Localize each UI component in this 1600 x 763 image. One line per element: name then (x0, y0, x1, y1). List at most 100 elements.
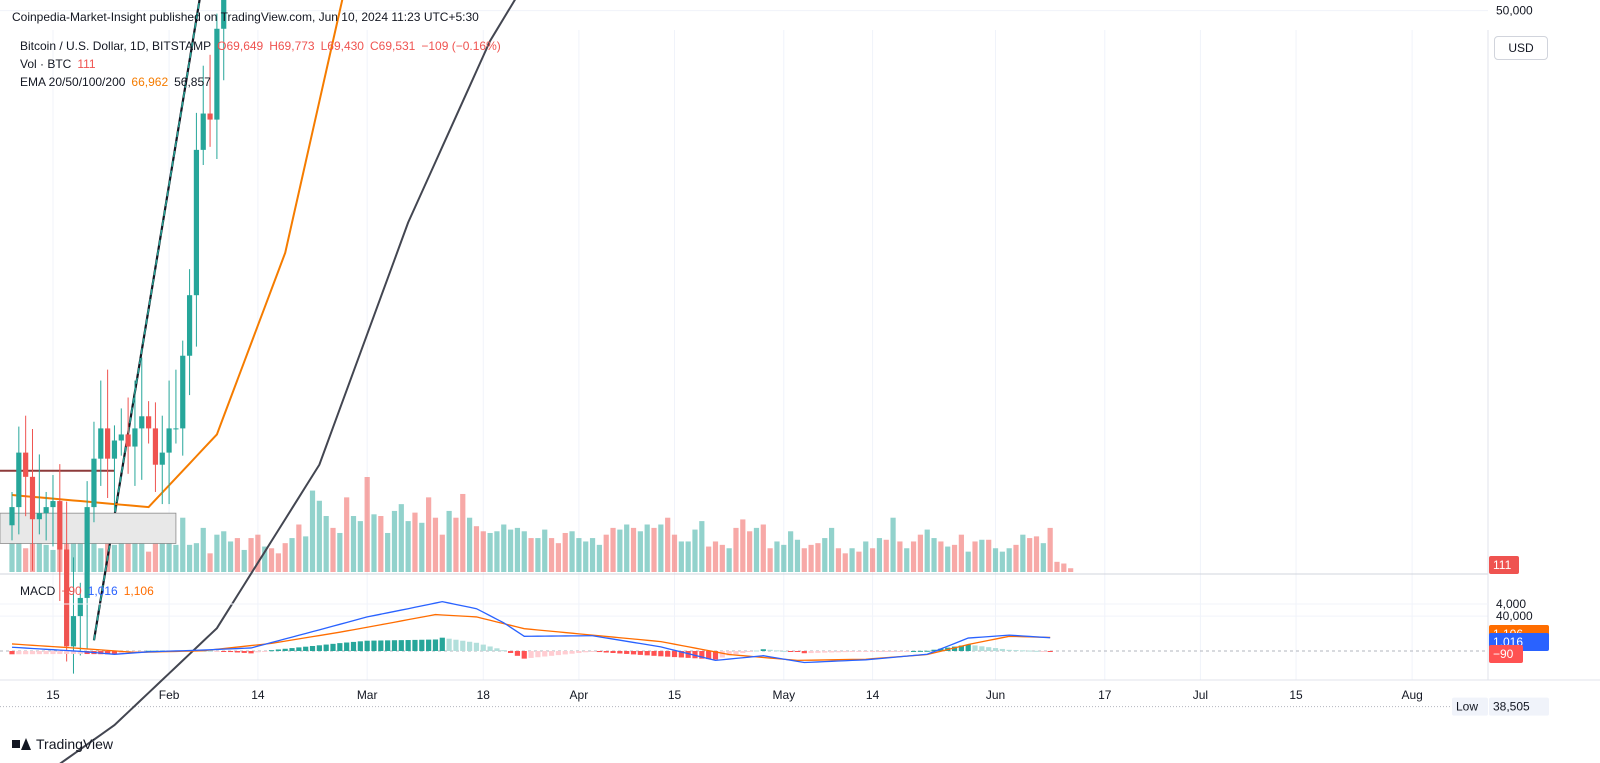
volume-bar (665, 517, 671, 572)
volume-bar (528, 538, 534, 572)
macd-histogram-bar (972, 645, 978, 651)
time-axis-tick: Jul (1193, 688, 1208, 702)
macd-legend[interactable]: MACD −90 1,016 1,106 (20, 584, 160, 598)
macd-histogram-bar (733, 651, 739, 655)
volume-bar (576, 538, 582, 572)
macd-histogram-bar (296, 647, 302, 651)
volume-bar (344, 497, 350, 572)
candle-body (146, 416, 152, 429)
macd-histogram-bar (1013, 650, 1019, 652)
macd-histogram-bar (337, 643, 343, 651)
volume-bar (262, 546, 268, 572)
rally-trendline-dash (93, 0, 201, 641)
volume-bar (227, 541, 234, 572)
macd-histogram-bar (706, 651, 712, 660)
volume-bar (391, 510, 398, 572)
symbol-legend[interactable]: Bitcoin / U.S. Dollar, 1D, BITSTAMP O69,6… (20, 39, 507, 53)
ema-lines (11, 0, 516, 763)
currency-button[interactable]: USD (1494, 36, 1548, 60)
macd-histogram-bar (316, 645, 322, 651)
macd-histogram-bar (57, 651, 63, 655)
ema200-line (59, 0, 516, 763)
volume-bar (180, 517, 186, 572)
volume-bar (835, 548, 842, 572)
macd-histogram-bar (815, 651, 821, 653)
volume-bar (822, 538, 828, 572)
time-axis-tick: May (772, 688, 795, 702)
volume-bar (501, 524, 507, 572)
candle-body (111, 440, 118, 459)
volume-bar (706, 546, 712, 572)
macd-histogram-bar (105, 651, 111, 655)
macd-histogram-bar (712, 651, 719, 660)
macd-histogram-bar (589, 651, 596, 652)
macd-histogram-bar (268, 650, 275, 652)
volume-legend[interactable]: Vol · BTC 111 (20, 57, 102, 71)
macd-histogram-bar (726, 651, 732, 656)
volume-bar (357, 521, 363, 572)
volume-bar (200, 527, 206, 572)
tradingview-logo-icon (12, 738, 31, 750)
macd-histogram-bar (432, 639, 439, 651)
volume-bar (548, 538, 555, 572)
volume-bar (159, 529, 165, 572)
macd-histogram-bar (139, 651, 145, 652)
macd-histogram-bar (781, 650, 787, 652)
macd-histogram-bar (938, 648, 944, 651)
candle-body (221, 0, 227, 29)
macd-histogram-bar (29, 651, 36, 655)
macd-histogram-bar (890, 651, 896, 652)
macd-histogram-bar (678, 651, 684, 658)
candle-body (125, 434, 131, 447)
macd-hist-value: −90 (61, 584, 82, 598)
volume-bar (658, 524, 664, 572)
macd-histogram-bar (487, 646, 493, 651)
macd-histogram-bar (1006, 649, 1012, 651)
volume-bar (890, 517, 896, 572)
ema-legend[interactable]: EMA 20/50/100/200 66,962 56,857 (20, 75, 217, 89)
low-tag-label: Low (1456, 700, 1478, 714)
macd-histogram-bar (521, 651, 527, 659)
macd-histogram-bar (774, 650, 780, 652)
volume-bar (931, 538, 937, 572)
macd-histogram-bar (699, 651, 705, 659)
brand-name: TradingView (36, 736, 114, 752)
candle-body (29, 476, 36, 520)
candle-body (98, 428, 104, 459)
volume-bar (542, 529, 548, 572)
volume-bar (651, 527, 657, 572)
macd-histogram-bar (842, 651, 848, 653)
volume-bar (753, 527, 760, 572)
volume-bar (9, 534, 15, 572)
low-tag-label-bg (1452, 697, 1488, 716)
volume-bar (569, 531, 575, 572)
macd-histogram-bar (788, 651, 794, 652)
candle-body (200, 113, 206, 150)
candle-body (36, 513, 42, 520)
macd-histogram-bar (398, 640, 404, 651)
volume-bar (234, 538, 240, 572)
volume-bar (132, 543, 138, 572)
volume-bar (268, 548, 275, 572)
macd-histogram-bar (794, 651, 801, 652)
candle-body (166, 428, 172, 453)
macd-line-value: 1,016 (87, 584, 118, 598)
volume-bar (965, 551, 971, 572)
volume-bar (473, 526, 480, 572)
volume-bar (1061, 563, 1067, 572)
time-axis: 15 Feb 14 Mar 18 Apr 15 May 14 Jun 17 Jul 15 Aug (46, 688, 1423, 702)
macd-histogram-bar (234, 651, 240, 653)
volume-bar (173, 544, 179, 572)
macd-histogram-bar (207, 650, 213, 652)
tradingview-brand[interactable]: TradingView (12, 736, 113, 752)
macd-histogram-bar (671, 651, 678, 658)
volume-label: Vol · BTC (20, 57, 72, 71)
volume-bar (808, 544, 814, 572)
volume-bar (289, 538, 295, 572)
volume-bar (146, 551, 152, 572)
volume-bar (282, 543, 288, 572)
volume-bar (692, 529, 698, 572)
volume-bar (193, 543, 200, 572)
macd-histogram-bar (371, 640, 377, 651)
volume-bar (1033, 536, 1040, 572)
